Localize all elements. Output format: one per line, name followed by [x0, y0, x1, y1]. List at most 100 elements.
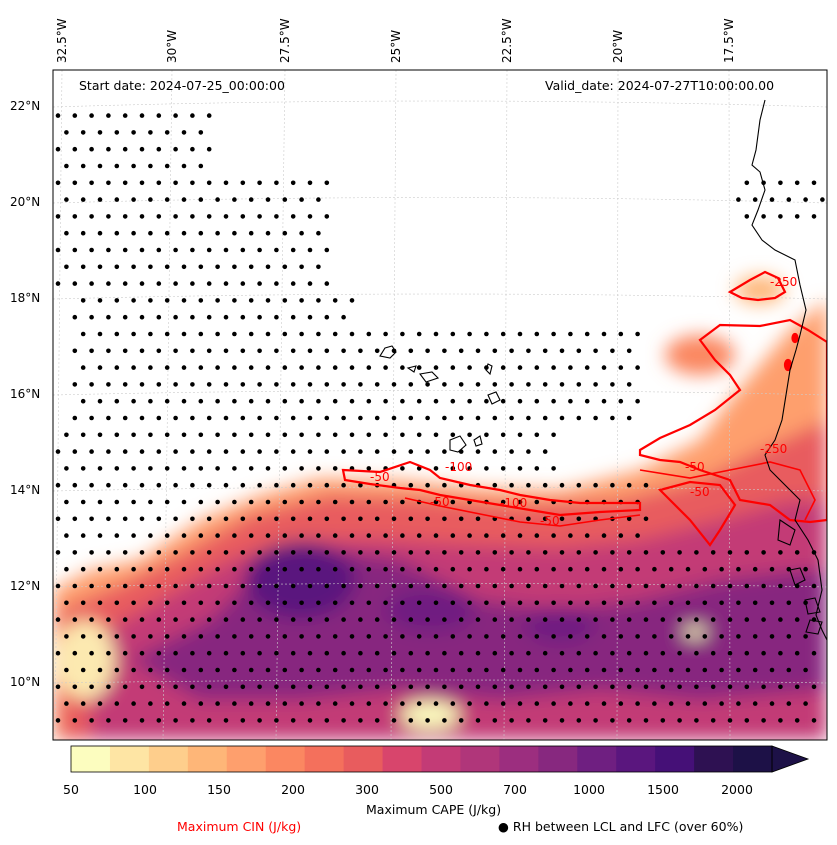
rh-dot	[148, 331, 153, 337]
rh-dot	[223, 314, 229, 320]
rh-dot	[635, 701, 640, 706]
rh-dot	[509, 650, 514, 656]
rh-dot	[299, 466, 304, 471]
rh-dot	[299, 197, 304, 202]
rh-dot	[139, 684, 145, 690]
cin-legend: Maximum CIN (J/kg)	[177, 819, 302, 834]
rh-dot	[80, 298, 86, 303]
rh-dot	[358, 348, 363, 354]
rh-dot	[114, 230, 120, 236]
rh-dot	[215, 566, 220, 572]
rh-dot	[89, 449, 94, 454]
rh-dot	[97, 600, 103, 606]
rh-dot	[517, 432, 523, 438]
rh-dot	[282, 331, 288, 337]
rh-dot	[89, 516, 94, 522]
rh-dot	[509, 583, 514, 589]
rh-dot	[349, 701, 355, 706]
rh-dot	[559, 650, 565, 656]
rh-dot	[610, 617, 615, 622]
rh-dot	[307, 281, 313, 286]
rh-dot	[114, 264, 120, 270]
rh-dot	[265, 197, 271, 202]
rh-dot	[265, 331, 271, 337]
rh-dot	[332, 600, 338, 606]
rh-dot	[534, 398, 540, 404]
rh-dot	[299, 499, 304, 505]
colorbar-swatch	[187, 746, 228, 772]
rh-dot	[156, 113, 162, 118]
rh-dot	[475, 684, 481, 690]
valid-date-label: Valid_date: 2024-07-27T10:00:00.00	[545, 78, 775, 93]
rh-dot	[383, 600, 388, 606]
lon-label: 32.5°W	[55, 18, 69, 63]
rh-dot	[307, 314, 313, 320]
rh-dot	[164, 130, 170, 135]
rh-dot	[198, 230, 204, 236]
rh-dot	[215, 634, 220, 639]
rh-dot	[80, 499, 86, 505]
rh-dot	[290, 314, 296, 320]
rh-dot	[223, 718, 229, 723]
rh-dot	[223, 482, 229, 488]
rh-dot	[97, 130, 103, 135]
rh-dot	[72, 348, 78, 354]
rh-dot	[719, 701, 724, 706]
rh-dot	[492, 415, 498, 421]
rh-dot	[626, 718, 632, 723]
rh-dot	[232, 701, 237, 706]
rh-dot	[374, 449, 380, 454]
rh-dot	[551, 634, 556, 639]
rh-dot	[374, 348, 380, 354]
rh-dot	[324, 247, 330, 253]
rh-dot	[307, 482, 313, 488]
rh-dot	[89, 247, 94, 253]
rh-dot	[122, 650, 128, 656]
rh-dot	[164, 264, 170, 270]
rh-dot	[215, 197, 220, 202]
rh-dot	[433, 533, 439, 538]
rh-dot	[131, 331, 136, 337]
rh-dot	[89, 650, 94, 656]
rh-dot	[786, 667, 792, 673]
rh-dot	[442, 516, 447, 522]
rh-dot	[316, 398, 321, 404]
rh-dot	[349, 566, 355, 572]
rh-dot	[106, 281, 111, 286]
rh-dot	[290, 214, 296, 219]
rh-dot	[232, 634, 237, 639]
rh-dot	[181, 331, 187, 337]
rh-dot	[475, 382, 481, 387]
rh-dot	[139, 449, 145, 454]
rh-dot	[164, 499, 170, 505]
rh-dot	[139, 247, 145, 253]
rh-dot	[316, 197, 321, 202]
rh-dot	[240, 550, 246, 555]
rh-dot	[106, 482, 111, 488]
rh-dot	[618, 533, 624, 538]
rh-dot	[601, 566, 607, 572]
rh-dot	[425, 550, 430, 555]
rh-dot	[316, 701, 321, 706]
rh-dot	[148, 264, 153, 270]
cin-contour-label: -100	[500, 496, 528, 510]
rh-dot	[584, 667, 590, 673]
rh-dot	[114, 298, 120, 303]
rh-dot	[122, 718, 128, 723]
rh-dot	[425, 415, 430, 421]
rh-dot	[400, 533, 405, 538]
rh-dot	[660, 650, 666, 656]
rh-dot	[282, 566, 288, 572]
rh-dot	[526, 583, 531, 589]
rh-dot	[727, 684, 733, 690]
rh-dot	[265, 298, 271, 303]
rh-dot	[198, 197, 204, 202]
rh-dot	[500, 566, 506, 572]
rh-dot	[349, 331, 355, 337]
rh-dot	[164, 432, 170, 438]
rh-dot	[89, 281, 94, 286]
rh-dot	[148, 398, 153, 404]
rh-dot	[635, 566, 640, 572]
rh-dot	[206, 482, 212, 488]
rh-dot	[685, 667, 691, 673]
